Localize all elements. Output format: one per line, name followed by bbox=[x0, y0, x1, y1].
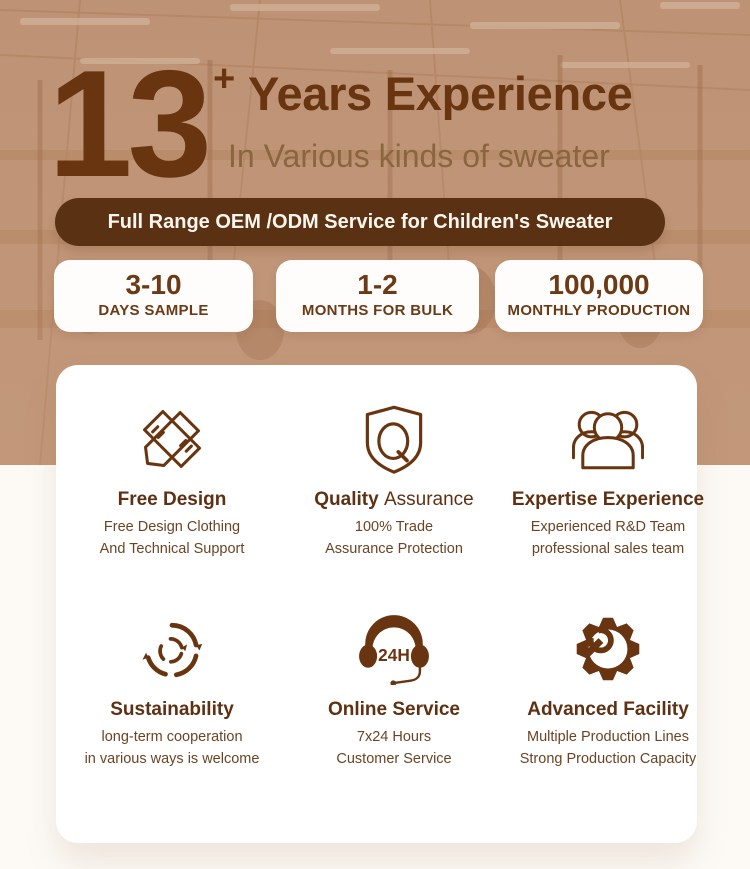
svg-text:24H: 24H bbox=[378, 645, 410, 665]
